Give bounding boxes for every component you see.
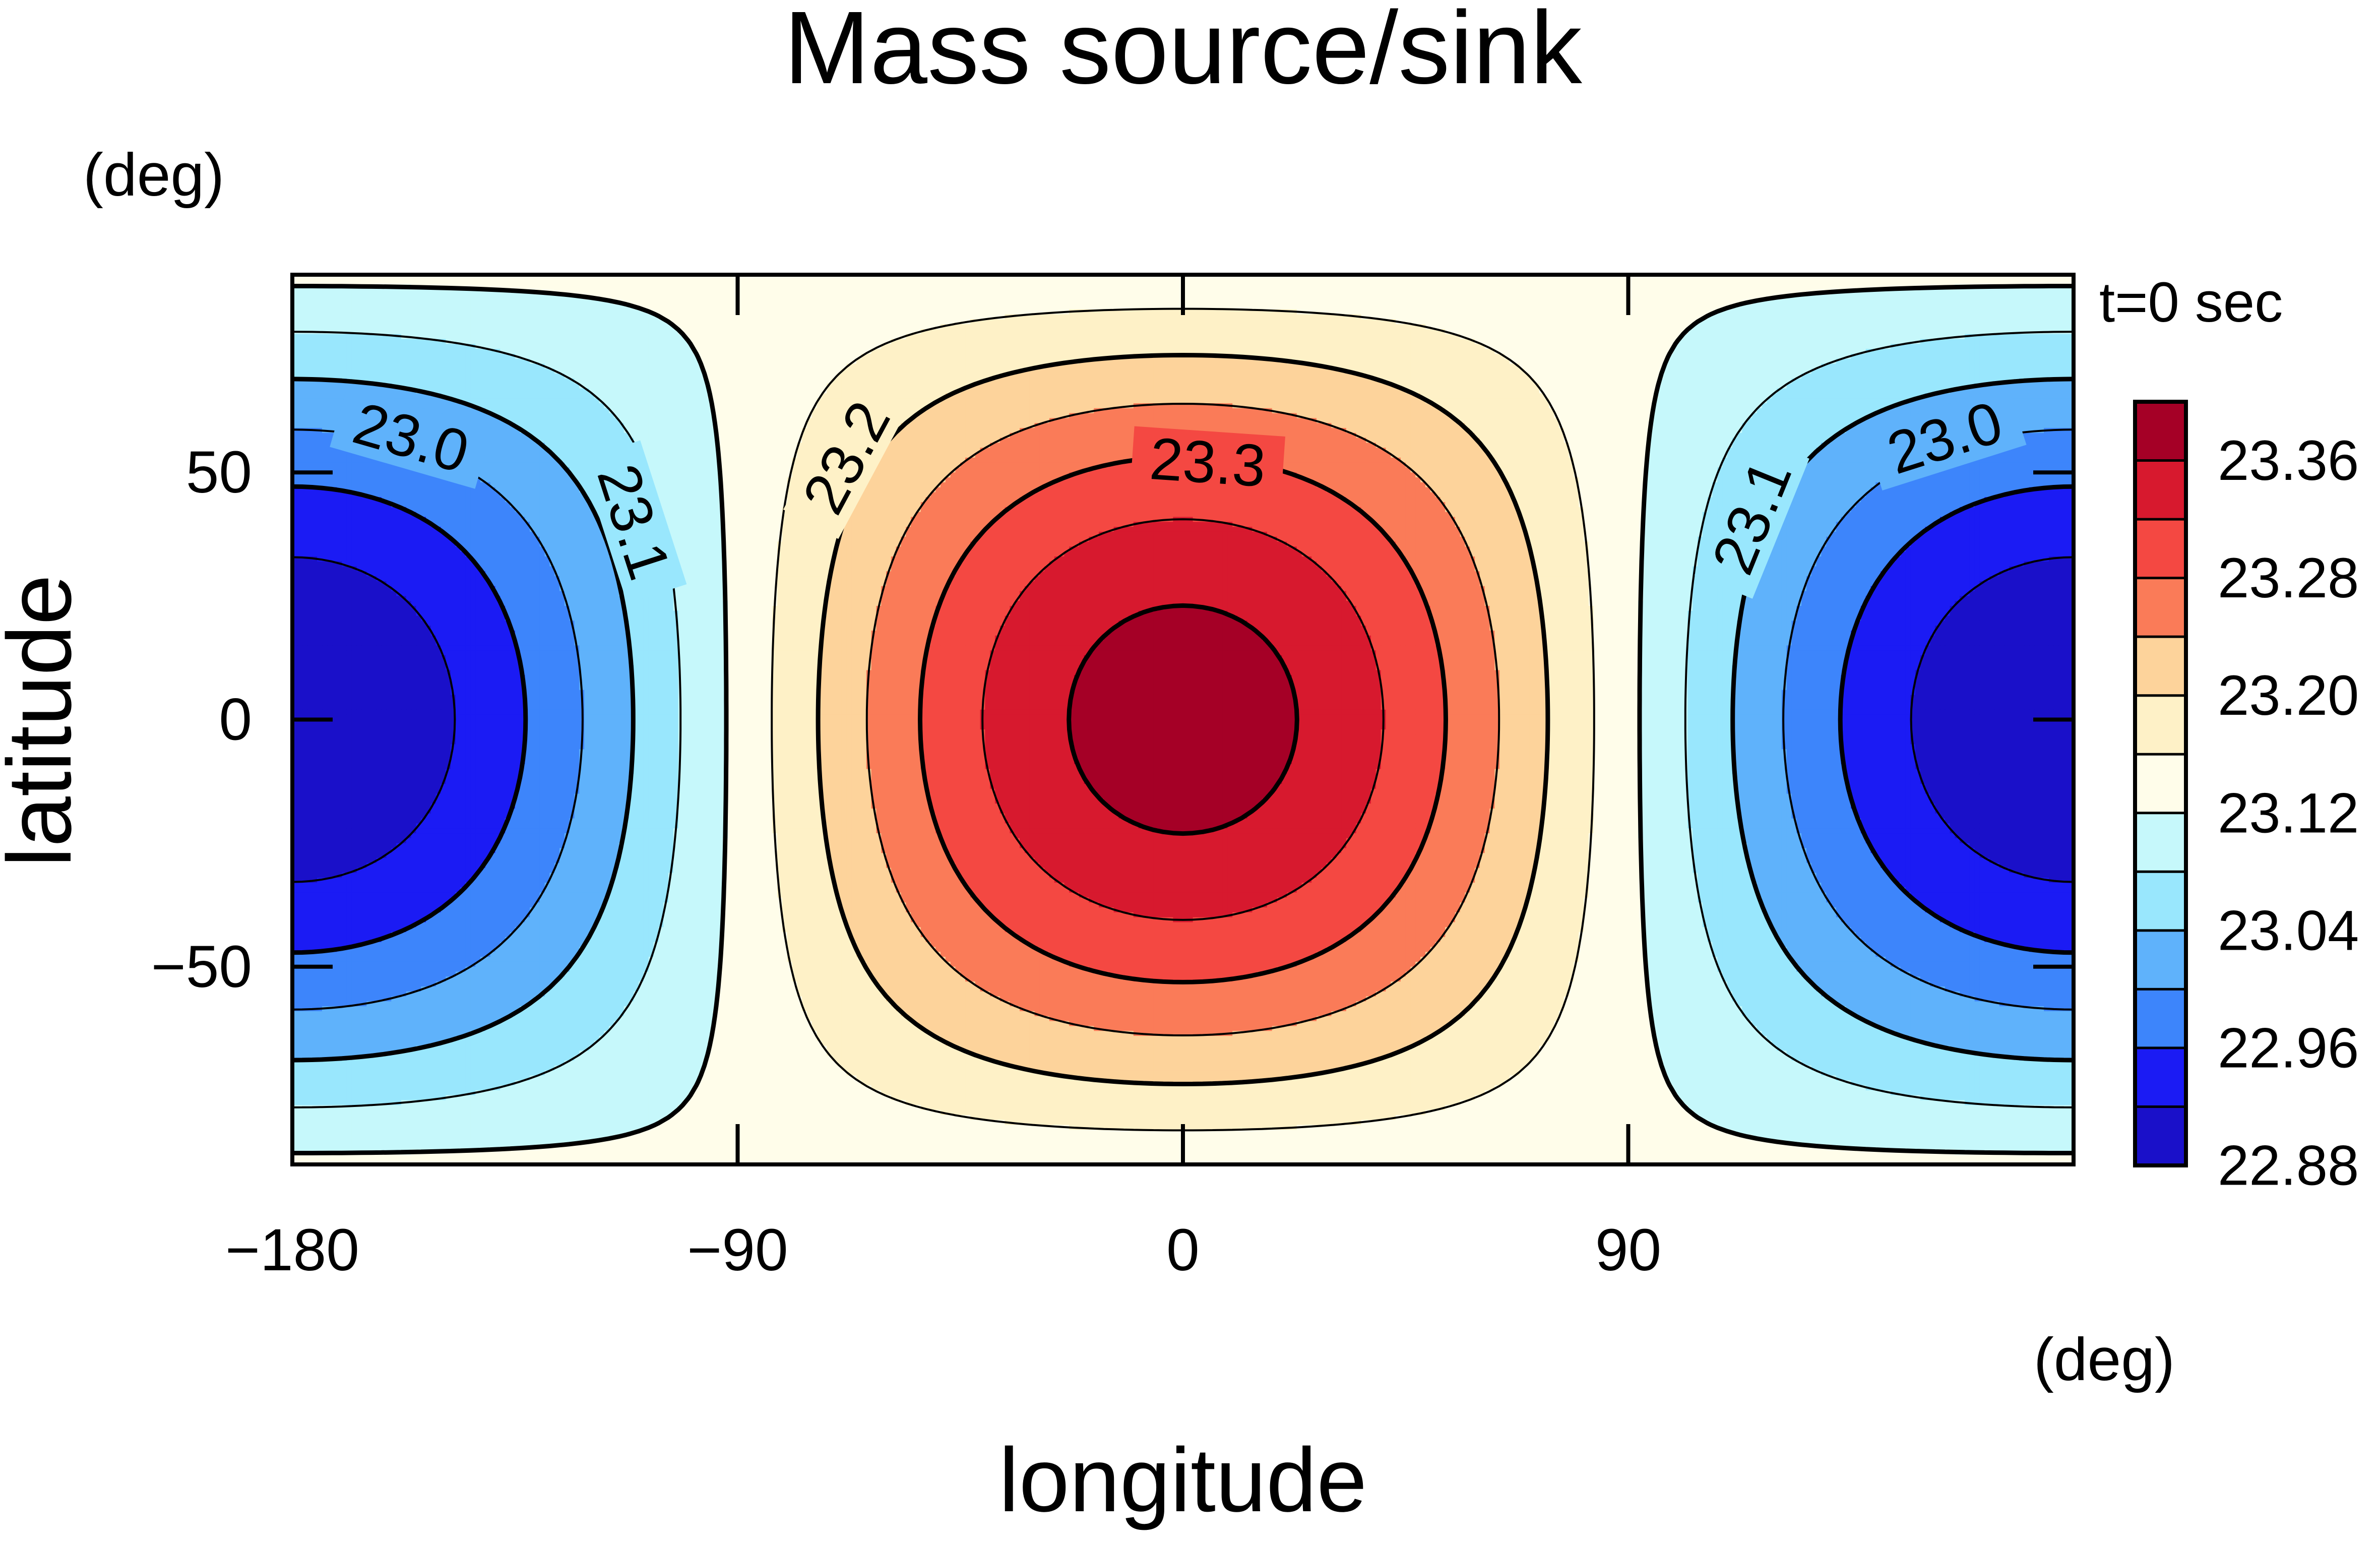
colorbar-tick-label: 23.12 [2218,781,2359,844]
x-unit-label: (deg) [2034,1326,2175,1393]
time-label: t=0 sec [2099,271,2283,334]
colorbar-tick-label: 22.88 [2218,1134,2359,1197]
colorbar-bin [2135,813,2186,872]
colorbar-bin [2135,989,2186,1048]
y-tick-label: 50 [186,439,252,506]
x-tick-label: −180 [225,1217,359,1283]
colorbar-bin [2135,402,2186,461]
colorbar-bin [2135,696,2186,755]
colorbar-tick-label: 22.96 [2218,1016,2359,1079]
colorbar-bin [2135,754,2186,813]
colorbar-bin [2135,578,2186,637]
contour-label: 23.3 [1130,424,1285,501]
colorbar-bin [2135,519,2186,578]
x-tick-label: −90 [687,1217,788,1283]
filled-contours [292,275,2074,1165]
colorbar-tick-label: 23.28 [2218,546,2359,609]
colorbar-tick-label: 23.04 [2218,899,2359,962]
colorbar: 23.36 23.28 23.20 23.12 23.04 22.96 22.88 [2135,402,2359,1197]
x-axis-label: longitude [999,1430,1367,1531]
contour-label-text: 23.3 [1148,425,1268,500]
colorbar-tick-label: 23.20 [2218,664,2359,727]
y-tick-label: −50 [151,934,252,1000]
colorbar-tick-label: 23.36 [2218,429,2359,492]
colorbar-bin [2135,461,2186,520]
colorbar-bin [2135,637,2186,696]
colorbar-bin [2135,872,2186,931]
x-tick-label: 0 [1166,1217,1200,1283]
y-tick-label: 0 [219,687,252,753]
x-tick-label: 90 [1595,1217,1661,1283]
plot-area [292,275,2074,1165]
colorbar-bin [2135,1106,2186,1165]
y-unit-label: (deg) [83,141,224,209]
chart-title: Mass source/sink [784,0,1582,105]
colorbar-bin [2135,931,2186,990]
y-axis-label: latitude [0,575,90,867]
colorbar-bin [2135,1048,2186,1107]
